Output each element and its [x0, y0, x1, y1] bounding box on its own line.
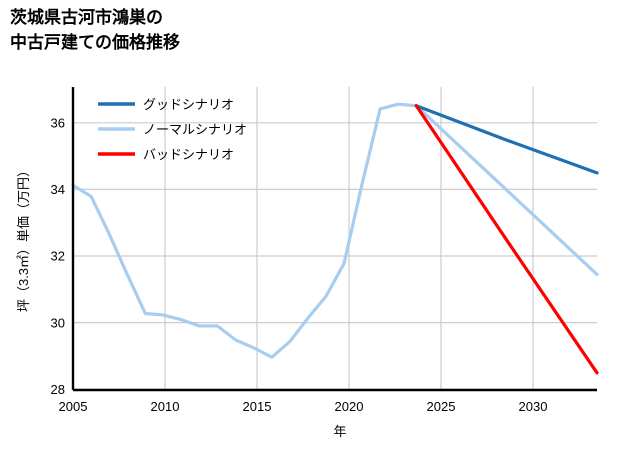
- y-tick-label-30: 30: [51, 315, 65, 330]
- y-tick-label-34: 34: [51, 182, 65, 197]
- series-line-good: [414, 104, 599, 175]
- y-tick-label-36: 36: [51, 116, 65, 131]
- chart-title: 茨城県古河市鴻巣の 中古戸建ての価格推移: [10, 6, 410, 55]
- legend-item-bad: バッドシナリオ: [98, 147, 234, 162]
- series-lines: [71, 102, 599, 375]
- chart-title-line-1: 茨城県古河市鴻巣の: [10, 8, 163, 27]
- y-tick-label-28: 28: [51, 382, 65, 397]
- series-line-normal: [71, 102, 599, 359]
- legend-item-normal: ノーマルシナリオ: [98, 122, 247, 137]
- legend-item-good: グッドシナリオ: [98, 97, 234, 112]
- y-tick-labels: 36 34 32 30 28: [51, 116, 65, 397]
- x-tick-label-2020: 2020: [335, 399, 364, 414]
- x-tick-label-2005: 2005: [59, 399, 88, 414]
- plot-background: [73, 87, 597, 390]
- y-axis-title: 坪（3.3㎡）単価（万円）: [16, 164, 31, 312]
- x-tick-label-2010: 2010: [151, 399, 180, 414]
- y-tick-label-32: 32: [51, 249, 65, 264]
- y-gridlines: [73, 122, 597, 390]
- legend-label-good: グッドシナリオ: [143, 97, 234, 112]
- chart-title-line-2: 中古戸建ての価格推移: [10, 32, 180, 52]
- legend-label-bad: バッドシナリオ: [143, 147, 234, 162]
- x-tick-label-2015: 2015: [243, 399, 272, 414]
- chart-legend: グッドシナリオ ノーマルシナリオ バッドシナリオ: [98, 97, 247, 162]
- x-axis-title: 年: [333, 424, 346, 439]
- legend-label-normal: ノーマルシナリオ: [143, 122, 247, 137]
- series-line-bad: [414, 104, 599, 375]
- x-tick-labels: 2005 2010 2015 2020 2025 2030: [59, 399, 548, 414]
- x-tick-label-2025: 2025: [427, 399, 456, 414]
- x-tick-label-2030: 2030: [519, 399, 548, 414]
